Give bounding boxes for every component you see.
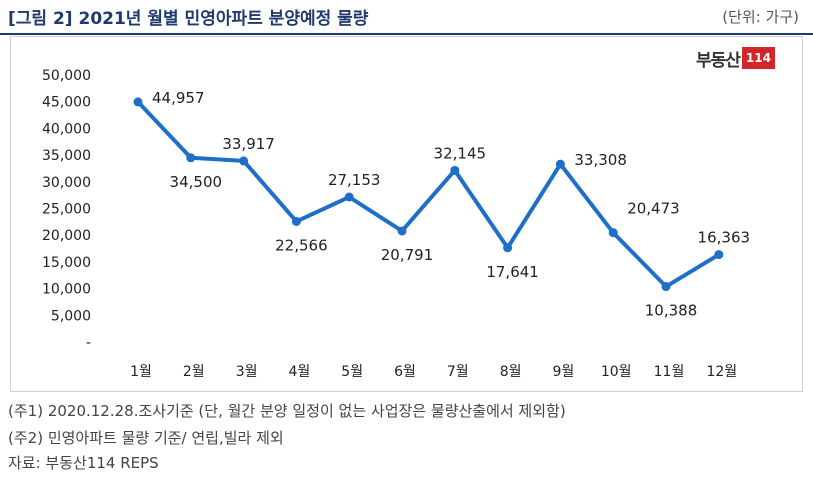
data-label: 17,641 xyxy=(486,263,539,281)
note-3: 자료: 부동산114 REPS xyxy=(8,454,159,472)
y-tick-label: 50,000 xyxy=(42,68,91,84)
note-2: (주2) 민영아파트 물량 기준/ 연립,빌라 제외 xyxy=(8,429,284,447)
title-rule xyxy=(0,33,813,35)
series-line xyxy=(136,100,720,289)
y-tick-label: - xyxy=(86,335,91,351)
data-label: 33,917 xyxy=(222,135,275,153)
x-tick-label: 1월 xyxy=(130,364,152,380)
x-tick-label: 11월 xyxy=(654,364,685,380)
x-tick-label: 12월 xyxy=(706,364,737,380)
x-tick-label: 4월 xyxy=(289,364,311,380)
x-tick-label: 9월 xyxy=(553,364,575,380)
x-tick-label: 2월 xyxy=(183,364,205,380)
x-tick-label: 5월 xyxy=(341,364,363,380)
data-label: 44,957 xyxy=(152,89,205,107)
y-tick-label: 5,000 xyxy=(51,308,91,324)
y-axis-ticks: - 5,000 10,000 15,000 20,000 25,000 30,000 35,0… xyxy=(42,68,91,351)
data-label: 16,363 xyxy=(698,229,751,247)
y-tick-label: 25,000 xyxy=(42,202,91,218)
y-tick-label: 15,000 xyxy=(42,255,91,271)
y-tick-label: 45,000 xyxy=(42,95,91,111)
y-tick-label: 40,000 xyxy=(42,121,91,137)
y-tick-label: 20,000 xyxy=(42,228,91,244)
data-point xyxy=(555,159,565,169)
data-label: 20,791 xyxy=(381,246,434,264)
data-point xyxy=(397,226,407,236)
x-tick-label: 8월 xyxy=(500,364,522,380)
x-tick-label: 10월 xyxy=(601,364,632,380)
x-axis-ticks: 1월 2월 3월 4월 5월 6월 7월 8월 9월 10월 11월 12월 xyxy=(130,364,737,380)
y-tick-label: 30,000 xyxy=(42,175,91,191)
data-point xyxy=(186,153,196,163)
data-point xyxy=(503,243,513,253)
y-tick-label: 10,000 xyxy=(42,282,91,298)
data-label: 20,473 xyxy=(627,200,680,218)
data-labels: 44,957 34,500 33,917 22,566 27,153 20,791 32,1… xyxy=(152,89,750,320)
data-point xyxy=(344,192,354,202)
data-point xyxy=(239,156,249,166)
data-label: 32,145 xyxy=(434,144,487,162)
line-chart: - 5,000 10,000 15,000 20,000 25,000 30,000 35,0… xyxy=(42,68,750,380)
x-tick-label: 6월 xyxy=(394,364,416,380)
data-point xyxy=(608,228,618,238)
chart-frame xyxy=(10,36,803,392)
data-point xyxy=(661,282,671,292)
data-point xyxy=(291,216,301,226)
logo: 부동산 114 xyxy=(696,45,775,71)
y-tick-label: 35,000 xyxy=(42,148,91,164)
logo-badge: 114 xyxy=(741,47,775,69)
data-label: 34,500 xyxy=(170,173,223,191)
data-point xyxy=(133,97,143,107)
data-label: 27,153 xyxy=(328,171,381,189)
data-label: 33,308 xyxy=(574,151,627,169)
logo-text: 부동산 xyxy=(696,50,741,71)
x-tick-label: 7월 xyxy=(447,364,469,380)
data-point xyxy=(714,250,724,260)
x-tick-label: 3월 xyxy=(236,364,258,380)
note-1: (주1) 2020.12.28.조사기준 (단, 월간 분양 일정이 없는 사업… xyxy=(8,402,566,420)
data-point xyxy=(450,165,460,175)
unit-label: (단위: 가구) xyxy=(722,8,799,26)
chart-title: [그림 2] 2021년 월별 민영아파트 분양예정 물량 xyxy=(8,9,369,29)
data-label: 22,566 xyxy=(275,236,328,254)
data-points xyxy=(133,97,724,292)
data-label: 10,388 xyxy=(645,302,698,320)
